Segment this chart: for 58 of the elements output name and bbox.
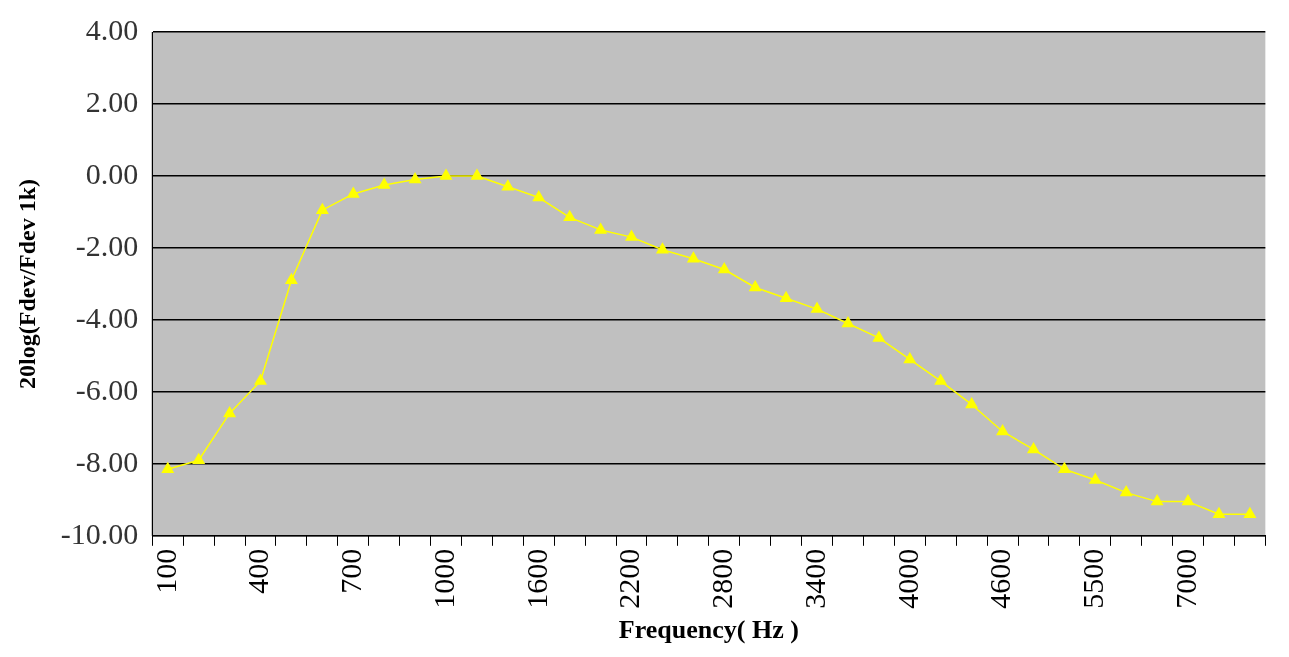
x-tick-label: 7000 bbox=[1168, 548, 1202, 609]
point bbox=[1151, 494, 1164, 506]
x-tick-label: 1600 bbox=[519, 548, 553, 609]
point bbox=[594, 223, 607, 234]
x-tick-label: 400 bbox=[241, 548, 275, 594]
point bbox=[316, 203, 329, 214]
x-tick-label: 100 bbox=[148, 548, 182, 594]
y-tick-label: -10.00 bbox=[60, 516, 139, 550]
x-tick-label: 700 bbox=[334, 548, 368, 594]
y-tick-label: -4.00 bbox=[75, 300, 139, 334]
point bbox=[1182, 494, 1194, 506]
point bbox=[409, 172, 422, 184]
x-tick-label: 5500 bbox=[1076, 548, 1110, 609]
point bbox=[842, 316, 854, 328]
y-tick-label: -2.00 bbox=[75, 228, 139, 262]
point bbox=[749, 280, 762, 292]
point bbox=[161, 462, 174, 473]
point bbox=[501, 179, 514, 191]
point bbox=[903, 352, 916, 364]
y-tick-label: 4.00 bbox=[85, 12, 139, 46]
x-tick-label: 4600 bbox=[983, 548, 1017, 609]
x-tick-label: 4000 bbox=[890, 548, 924, 609]
point bbox=[1089, 473, 1102, 484]
x-tick-label: 2800 bbox=[705, 548, 739, 609]
point bbox=[1213, 507, 1225, 518]
x-tick-label: 2200 bbox=[612, 548, 646, 609]
point bbox=[532, 190, 545, 202]
point bbox=[378, 178, 391, 189]
y-tick-label: 2.00 bbox=[85, 84, 139, 118]
point bbox=[440, 169, 452, 180]
point bbox=[1058, 462, 1071, 473]
x-axis-title: Frequency( Hz ) bbox=[618, 615, 799, 645]
point bbox=[563, 210, 576, 222]
point bbox=[811, 302, 823, 313]
point bbox=[1027, 442, 1040, 454]
point bbox=[718, 262, 731, 274]
point bbox=[934, 374, 947, 385]
point bbox=[254, 374, 267, 385]
x-tick-label: 3400 bbox=[797, 548, 831, 609]
point bbox=[625, 230, 638, 241]
point bbox=[470, 169, 483, 180]
x-tick-label: 1000 bbox=[426, 548, 460, 609]
point bbox=[965, 397, 978, 409]
y-tick-label: -8.00 bbox=[75, 444, 139, 478]
point bbox=[872, 331, 885, 342]
point bbox=[656, 242, 669, 254]
point bbox=[1120, 485, 1133, 497]
point bbox=[687, 251, 700, 263]
point bbox=[780, 291, 793, 303]
point bbox=[996, 424, 1009, 436]
point bbox=[223, 406, 236, 418]
y-tick-label: 0.00 bbox=[85, 156, 139, 190]
point bbox=[285, 273, 298, 285]
y-axis-title: 20log(Fdev/Fdev 1k) bbox=[13, 178, 40, 389]
point bbox=[192, 453, 205, 464]
y-tick-label: -6.00 bbox=[75, 372, 139, 406]
point bbox=[1243, 507, 1256, 518]
point bbox=[347, 187, 360, 198]
